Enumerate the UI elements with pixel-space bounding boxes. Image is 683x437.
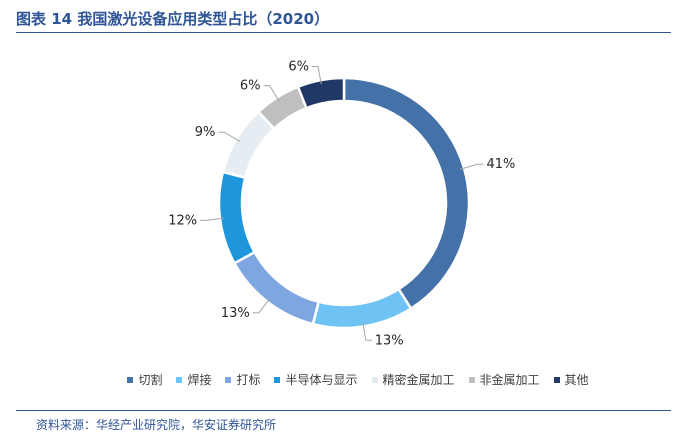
chart-legend: 切割 焊接 打标 半导体与显示 精密金属加工 非金属加工 其他	[98, 371, 618, 388]
legend-item-4: 半导体与显示	[274, 371, 358, 388]
legend-label-2: 焊接	[187, 373, 212, 387]
donut-slice-2	[311, 287, 413, 330]
legend-item-1: 切割	[127, 371, 162, 388]
legend-item-2: 焊接	[176, 371, 211, 388]
data-label-6: 6%	[240, 79, 261, 94]
donut-slice-7	[296, 76, 346, 110]
legend-item-6: 非金属加工	[468, 371, 540, 388]
legend-label-6: 非金属加工	[479, 373, 540, 387]
legend-swatch-3	[225, 376, 232, 383]
legend-item-3: 打标	[225, 371, 260, 388]
data-label-2: 13%	[375, 333, 404, 348]
source-divider	[16, 410, 671, 411]
leader-line-1	[460, 163, 484, 170]
data-labels: 41% 13% 13% 12% 9% 6% 6%	[168, 59, 515, 348]
legend-item-7: 其他	[553, 371, 589, 388]
chart-title: 图表 14 我国激光设备应用类型占比（2020）	[16, 10, 330, 28]
leader-line-5	[218, 131, 241, 142]
leader-line-3	[252, 298, 271, 314]
leader-line-4	[200, 217, 225, 221]
legend-swatch-6	[468, 376, 475, 383]
donut-slice-4	[217, 170, 257, 265]
legend-swatch-2	[176, 376, 183, 383]
legend-swatch-4	[274, 376, 281, 383]
legend-label-4: 半导体与显示	[285, 373, 358, 387]
donut-slice-1	[342, 76, 471, 311]
donut-chart: 41% 13% 13% 12% 9% 6% 6%	[168, 59, 515, 348]
legend-item-5: 精密金属加工	[371, 371, 455, 388]
data-label-3: 13%	[221, 306, 250, 321]
data-label-7: 6%	[288, 59, 309, 74]
legend-label-7: 其他	[564, 373, 589, 387]
legend-label-3: 打标	[236, 373, 261, 387]
title-divider	[16, 32, 671, 33]
source-note: 资料来源：华经产业研究院，华安证券研究所	[36, 418, 277, 432]
data-label-1: 41%	[486, 157, 515, 172]
leader-line-7	[311, 65, 322, 85]
legend-label-1: 切割	[138, 373, 163, 387]
leader-line-2	[362, 322, 372, 341]
legend-swatch-5	[371, 376, 378, 383]
donut-slices	[217, 76, 471, 330]
legend-label-5: 精密金属加工	[382, 373, 455, 387]
data-label-4: 12%	[168, 213, 197, 228]
legend-swatch-1	[127, 376, 134, 383]
data-label-5: 9%	[195, 125, 216, 140]
leader-line-6	[263, 85, 280, 102]
legend-swatch-7	[553, 376, 560, 383]
label-leader-lines	[200, 65, 484, 341]
